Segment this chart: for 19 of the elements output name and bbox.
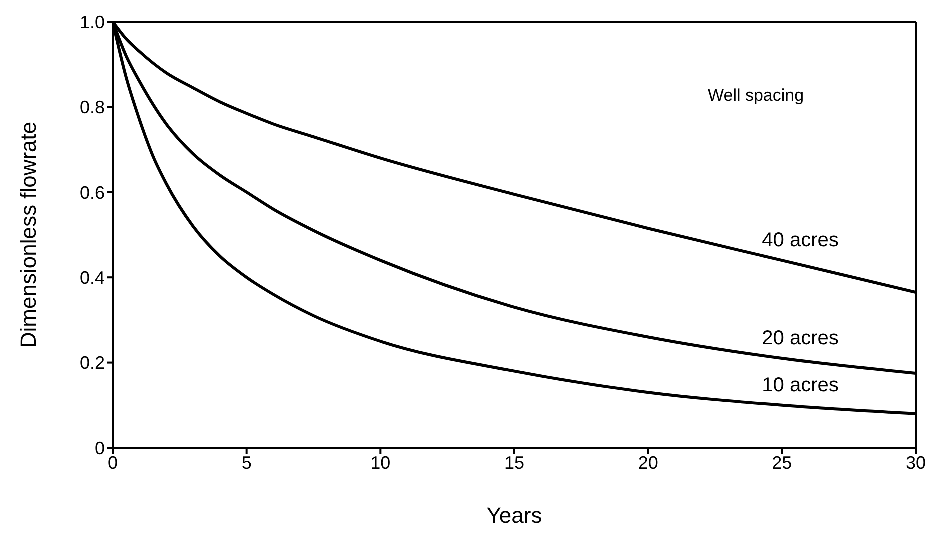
y-tick-label: 0.6 <box>80 182 105 203</box>
x-tick-label: 25 <box>772 452 792 473</box>
annotation: Well spacing <box>708 86 804 106</box>
series-label: 40 acres <box>762 230 839 252</box>
y-tick-label: 0 <box>94 438 105 458</box>
x-tick-label: 30 <box>906 452 926 473</box>
x-axis-title: Years <box>486 503 542 528</box>
x-tick-label: 10 <box>370 452 391 473</box>
x-tick-label: 20 <box>638 452 658 473</box>
series-label: 10 acres <box>762 374 839 396</box>
y-tick-label: 0.8 <box>80 98 105 118</box>
x-tick-label: 5 <box>242 452 252 473</box>
x-tick-label: 0 <box>108 452 118 473</box>
series-label: 20 acres <box>762 328 839 350</box>
x-tick-label: 15 <box>504 452 525 473</box>
y-axis-title: Dimensionless flowrate <box>16 122 41 348</box>
y-tick-label: 1.0 <box>80 12 105 32</box>
y-tick-label: 0.4 <box>80 268 105 288</box>
y-tick-label: 0.2 <box>80 353 105 374</box>
